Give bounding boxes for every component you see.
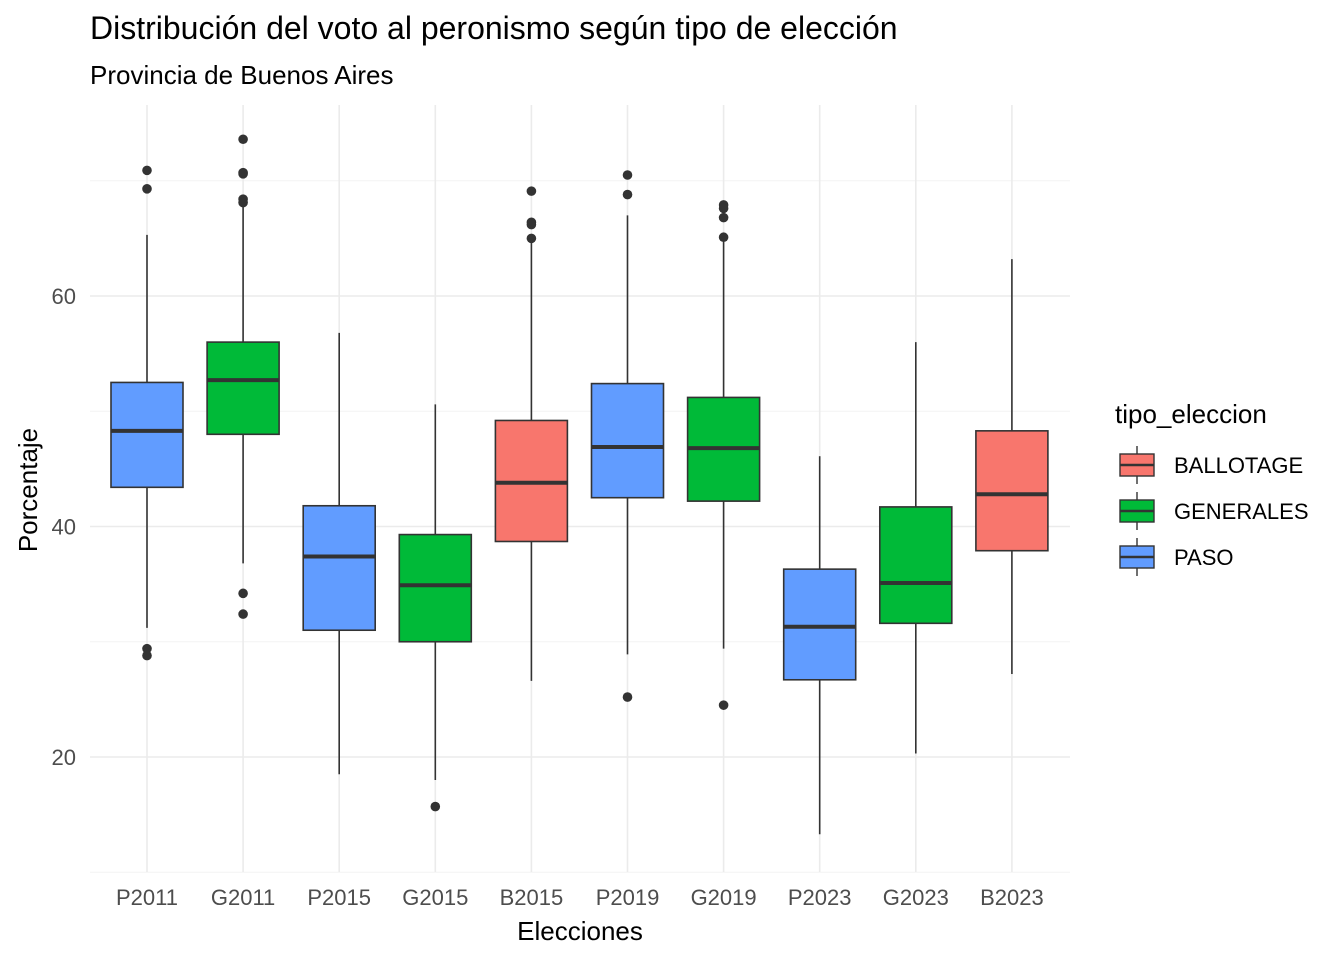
box-B2015 xyxy=(494,186,569,681)
legend-label: GENERALES xyxy=(1174,499,1309,524)
outlier-point xyxy=(718,212,729,223)
y-axis-ticks: 20 40 60 xyxy=(52,284,76,770)
outlier-point xyxy=(142,184,152,194)
y-tick-label: 60 xyxy=(52,284,76,309)
chart-subtitle: Provincia de Buenos Aires xyxy=(90,60,394,90)
outlier-point xyxy=(622,692,633,702)
outlier-point xyxy=(238,609,248,619)
box-G2023 xyxy=(878,342,953,754)
y-axis-title: Porcentaje xyxy=(13,428,43,552)
legend-title: tipo_eleccion xyxy=(1115,399,1267,429)
box-body xyxy=(975,430,1049,552)
box-P2019 xyxy=(590,170,665,702)
x-tick-label: G2023 xyxy=(883,885,949,910)
outlier-point xyxy=(526,233,537,244)
outlier-point xyxy=(238,134,248,145)
box-body xyxy=(302,504,377,632)
box-body xyxy=(590,382,665,499)
outlier-point xyxy=(622,170,633,180)
box-body xyxy=(782,568,857,681)
x-tick-label: P2015 xyxy=(307,885,371,910)
outlier-point xyxy=(718,232,729,243)
x-axis-title: Elecciones xyxy=(517,916,643,946)
outlier-point xyxy=(526,186,537,196)
box-B2023 xyxy=(975,259,1049,675)
legend-item: BALLOTAGE xyxy=(1119,446,1303,484)
legend: tipo_eleccion BALLOTAGE GENERALES PASO xyxy=(1115,399,1309,576)
box-G2019 xyxy=(686,200,761,710)
box-P2023 xyxy=(782,456,857,835)
outlier-point xyxy=(142,650,152,661)
legend-item: PASO xyxy=(1119,538,1234,576)
x-tick-label: B2015 xyxy=(500,885,564,910)
box-P2011 xyxy=(110,165,184,661)
x-axis-ticks: P2011 G2011 P2015 G2015 B2015 P2019 G2019 P2023… xyxy=(116,885,1044,910)
outlier-point xyxy=(718,700,729,710)
x-tick-label: G2019 xyxy=(691,885,757,910)
grid-lines xyxy=(90,105,1070,873)
box-body xyxy=(206,341,280,436)
x-tick-label: G2015 xyxy=(402,885,468,910)
box-body xyxy=(878,506,953,625)
outlier-point xyxy=(142,643,152,654)
outlier-point xyxy=(142,165,152,176)
outlier-point xyxy=(430,801,441,812)
chart-title: Distribución del voto al peronismo según… xyxy=(90,10,898,46)
outlier-point xyxy=(526,219,537,230)
x-tick-label: B2023 xyxy=(980,885,1044,910)
outlier-point xyxy=(238,588,248,599)
x-tick-label: G2011 xyxy=(211,885,275,910)
box-G2011 xyxy=(206,134,280,619)
x-tick-label: P2023 xyxy=(788,885,852,910)
box-G2015 xyxy=(398,404,473,812)
outlier-point xyxy=(622,189,633,200)
legend-label: BALLOTAGE xyxy=(1174,453,1303,478)
boxes-layer xyxy=(110,134,1049,835)
y-tick-label: 40 xyxy=(52,515,76,540)
legend-item: GENERALES xyxy=(1119,492,1309,530)
box-P2015 xyxy=(302,332,377,775)
box-body xyxy=(110,381,184,489)
y-tick-label: 20 xyxy=(52,745,76,770)
x-tick-label: P2011 xyxy=(116,885,178,910)
outlier-point xyxy=(718,203,729,214)
box-body xyxy=(398,533,473,643)
outlier-point xyxy=(238,167,248,178)
x-tick-label: P2019 xyxy=(596,885,660,910)
outlier-point xyxy=(238,197,248,208)
legend-label: PASO xyxy=(1174,545,1234,570)
